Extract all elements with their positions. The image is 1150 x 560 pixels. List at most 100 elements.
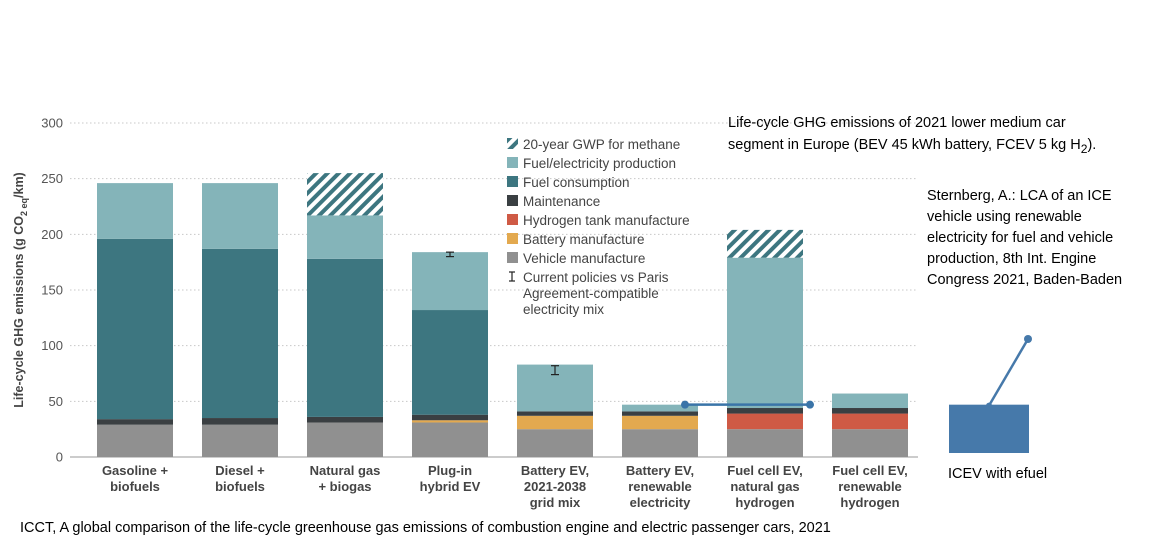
bar-segment <box>832 408 908 414</box>
bar-segment <box>727 257 803 409</box>
category-label: + biogas <box>318 479 371 494</box>
y-axis-ticks: 0 50 100 150 200 250 300 <box>41 116 63 465</box>
bar-segment <box>622 411 698 416</box>
legend-label: Current policies vs Paris <box>523 270 669 285</box>
y-tick-label: 50 <box>49 394 63 409</box>
bar-segment <box>832 413 908 430</box>
bar-segment <box>307 258 383 417</box>
bar-segment <box>202 418 278 425</box>
bar-segment <box>727 413 803 430</box>
bar-segment <box>622 415 698 430</box>
bar-segment <box>97 419 173 425</box>
y-axis-label: Life-cycle GHG emissions (g CO2 eq/km) <box>12 172 29 407</box>
category-label: renewable <box>628 479 692 494</box>
category-label: Fuel cell EV, <box>832 463 907 478</box>
category-label: Fuel cell EV, <box>727 463 802 478</box>
bar-segment <box>412 310 488 415</box>
legend-label: Battery manufacture <box>523 232 645 247</box>
legend-swatch <box>507 214 518 225</box>
category-label: Battery EV, <box>626 463 694 478</box>
y-axis-label-main: Life-cycle GHG emissions (g CO <box>12 216 26 408</box>
y-tick-label: 250 <box>41 171 63 186</box>
efuel-bar <box>949 404 1029 453</box>
legend-label: Vehicle manufacture <box>523 251 645 266</box>
legend-label: electricity mix <box>523 302 604 317</box>
legend-swatch <box>507 176 518 187</box>
bar-segment <box>97 238 173 420</box>
legend: 20-year GWP for methane Fuel/electricity … <box>507 137 690 317</box>
category-label: Plug-in <box>428 463 472 478</box>
category-label: 2021-2038 <box>524 479 586 494</box>
legend-label: Fuel/electricity production <box>523 156 676 171</box>
category-label: biofuels <box>110 479 160 494</box>
bar-segment <box>832 393 908 409</box>
y-tick-label: 300 <box>41 116 63 131</box>
bar-segment <box>307 422 383 457</box>
legend-label: Hydrogen tank manufacture <box>523 213 690 228</box>
title-line-2: segment in Europe (BEV 45 kWh battery, F… <box>728 137 1081 153</box>
bar-segment <box>202 183 278 249</box>
bar-segment <box>517 411 593 416</box>
bar-segment <box>517 429 593 457</box>
bar-segment <box>727 229 803 258</box>
category-label: hydrogen <box>735 495 794 510</box>
bar-segment <box>307 173 383 216</box>
bar-segment <box>727 408 803 414</box>
bar-segment <box>412 420 488 423</box>
legend-swatch <box>507 252 518 263</box>
efuel-bar-group <box>949 334 1032 453</box>
title-subscript: 2 <box>1080 141 1088 156</box>
y-axis-label-end: /km) <box>12 172 26 198</box>
category-label: hybrid EV <box>420 479 481 494</box>
category-label: Gasoline + <box>102 463 169 478</box>
category-label: hydrogen <box>840 495 899 510</box>
bar-segment <box>832 429 908 457</box>
chart-title: Life-cycle GHG emissions of 2021 lower m… <box>728 112 1138 160</box>
bar-segment <box>622 429 698 457</box>
y-tick-label: 150 <box>41 283 63 298</box>
y-axis-label-subscript: 2 eq <box>19 198 29 216</box>
efuel-dot <box>1024 334 1032 343</box>
efuel-dot <box>986 402 992 409</box>
bar-segment <box>202 424 278 457</box>
y-tick-label: 200 <box>41 227 63 242</box>
title-line-1: Life-cycle GHG emissions of 2021 lower m… <box>728 115 1066 131</box>
legend-swatch <box>507 157 518 168</box>
legend-label: 20-year GWP for methane <box>523 137 680 152</box>
error-bars <box>446 251 559 376</box>
category-label: Diesel + <box>215 463 265 478</box>
category-label: Battery EV, <box>521 463 589 478</box>
efuel-trend-line <box>987 338 1030 407</box>
bar-segment <box>202 248 278 419</box>
legend-label: Fuel consumption <box>523 175 630 190</box>
bar-segment <box>97 424 173 457</box>
efuel-label: ICEV with efuel <box>948 466 1048 482</box>
category-label: electricity <box>630 495 691 510</box>
bar-segment <box>517 415 593 430</box>
bars <box>97 173 908 457</box>
efuel-level-dot <box>681 400 689 409</box>
legend-swatch <box>507 195 518 206</box>
efuel-level-dot <box>806 400 814 409</box>
bar-segment <box>727 429 803 457</box>
source-citation: ICCT, A global comparison of the life-cy… <box>20 520 831 536</box>
category-label: natural gas <box>730 479 799 494</box>
icev-efuel-overlay <box>681 400 814 409</box>
y-tick-label: 100 <box>41 338 63 353</box>
bar-segment <box>97 183 173 239</box>
bar-segment <box>307 215 383 259</box>
reference-sternberg: Sternberg, A.: LCA of an ICE vehicle usi… <box>927 188 1123 288</box>
legend-label: Maintenance <box>523 194 600 209</box>
category-label: biofuels <box>215 479 265 494</box>
bar-segment <box>622 404 698 412</box>
bar-segment <box>307 416 383 423</box>
bar-segment <box>412 414 488 421</box>
category-label: renewable <box>838 479 902 494</box>
title-line-2-end: ). <box>1087 137 1097 153</box>
legend-label: Agreement-compatible <box>523 286 659 301</box>
category-label: Natural gas <box>310 463 381 478</box>
bar-segment <box>412 252 488 311</box>
legend-swatch <box>507 138 518 149</box>
